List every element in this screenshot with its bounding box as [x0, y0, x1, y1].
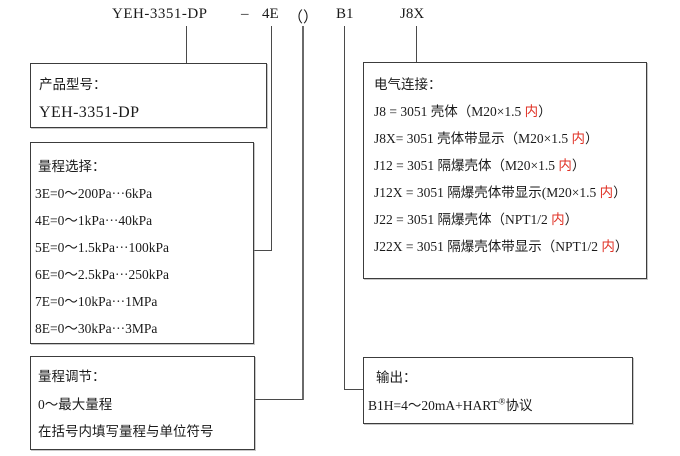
product-model-value: YEH-3351-DP: [39, 104, 140, 121]
electrical-connection-box: 电气连接： J8 = 3051 壳体（M20×1.5 内） J8X= 3051 …: [363, 62, 647, 279]
range-option: 8E=0～30kPa···3MPa: [35, 321, 158, 336]
electrical-option: J22 = 3051 隔爆壳体（NPT1/2 内）: [374, 206, 646, 233]
electrical-option-close: ）: [564, 212, 579, 227]
electrical-option-text: J8 = 3051 壳体（M20×1.5: [374, 104, 525, 119]
range-option: 6E=0～2.5kPa···250kPa: [35, 267, 169, 282]
electrical-option-close: ）: [584, 131, 599, 146]
title-segment-electrical-code: J8X: [400, 6, 425, 22]
electrical-option-text: J22 = 3051 隔爆壳体（NPT1/2: [374, 212, 552, 227]
electrical-option-text: J22X = 3051 隔爆壳体带显示（NPT1/2: [374, 239, 602, 254]
product-model-label: 产品型号：: [39, 77, 107, 92]
title-dash: –: [241, 6, 249, 22]
connector-paren-vertical: [302, 26, 304, 400]
registered-trademark-symbol: ®: [498, 396, 506, 407]
electrical-option: J8X= 3051 壳体带显示（M20×1.5 内）: [374, 125, 646, 152]
electrical-option-close: ）: [571, 158, 586, 173]
connector-output-horizontal: [344, 389, 364, 390]
title-model-code: YEH-3351-DP: [112, 6, 208, 22]
connector-range-horizontal: [254, 250, 272, 251]
title-segment-output-code: B1: [336, 6, 354, 22]
electrical-option: J22X = 3051 隔爆壳体带显示（NPT1/2 内）: [374, 233, 646, 260]
range-option: 7E=0～10kPa···1MPa: [35, 294, 158, 309]
electrical-option-red-mark: 内: [601, 239, 615, 254]
range-option: 5E=0～1.5kPa···100kPa: [35, 240, 169, 255]
output-value-suffix: 协议: [505, 398, 533, 413]
electrical-option-close: ）: [538, 104, 552, 119]
connector-electrical-vertical: [416, 26, 417, 62]
output-value: B1H=4～20mA+HART®协议: [368, 392, 632, 420]
electrical-option-red-mark: 内: [551, 212, 565, 227]
electrical-option-red-mark: 内: [558, 158, 572, 173]
output-box: 输出： B1H=4～20mA+HART®协议: [363, 357, 633, 424]
product-model-box: 产品型号： YEH-3351-DP: [30, 63, 267, 128]
connector-range-vertical: [271, 26, 272, 251]
electrical-option: J8 = 3051 壳体（M20×1.5 内）: [374, 98, 646, 125]
connector-model-vertical: [186, 26, 187, 63]
electrical-option-close: ）: [613, 185, 627, 200]
electrical-option: J12 = 3051 隔爆壳体（M20×1.5 内）: [374, 152, 646, 179]
output-label: 输出：: [376, 370, 417, 385]
range-option: 4E=0～1kPa···40kPa: [35, 213, 153, 228]
electrical-option-red-mark: 内: [524, 104, 539, 119]
output-value-text: B1H=4～20mA+HART: [368, 398, 499, 413]
electrical-connection-label: 电气连接：: [374, 77, 442, 92]
electrical-option-red-mark: 内: [571, 131, 585, 146]
range-selection-label: 量程选择：: [38, 159, 106, 174]
range-adjust-line: 0～最大量程: [38, 396, 113, 412]
electrical-option-text: J12 = 3051 隔爆壳体（M20×1.5: [374, 158, 559, 173]
range-selection-box: 量程选择： 3E=0～200Pa···6kPa 4E=0～1kPa···40kP…: [30, 142, 254, 344]
connector-output-vertical: [344, 26, 345, 390]
electrical-option: J12X = 3051 隔爆壳体带显示(M20×1.5 内）: [374, 179, 646, 206]
range-adjust-line: 在括号内填写量程与单位符号: [38, 424, 214, 439]
electrical-option-close: ）: [614, 239, 629, 254]
range-adjust-box: 量程调节： 0～最大量程 在括号内填写量程与单位符号: [30, 356, 255, 450]
range-option: 3E=0～200Pa···6kPa: [35, 186, 153, 201]
range-adjust-label: 量程调节：: [38, 369, 106, 384]
electrical-option-text: J12X = 3051 隔爆壳体带显示(M20×1.5: [374, 185, 600, 200]
connector-paren-horizontal: [255, 399, 303, 400]
electrical-option-red-mark: 内: [599, 185, 614, 200]
title-segment-range-code: 4E: [262, 6, 279, 22]
electrical-option-text: J8X= 3051 壳体带显示（M20×1.5: [374, 131, 572, 146]
title-segment-paren-code: （）: [288, 10, 319, 26]
